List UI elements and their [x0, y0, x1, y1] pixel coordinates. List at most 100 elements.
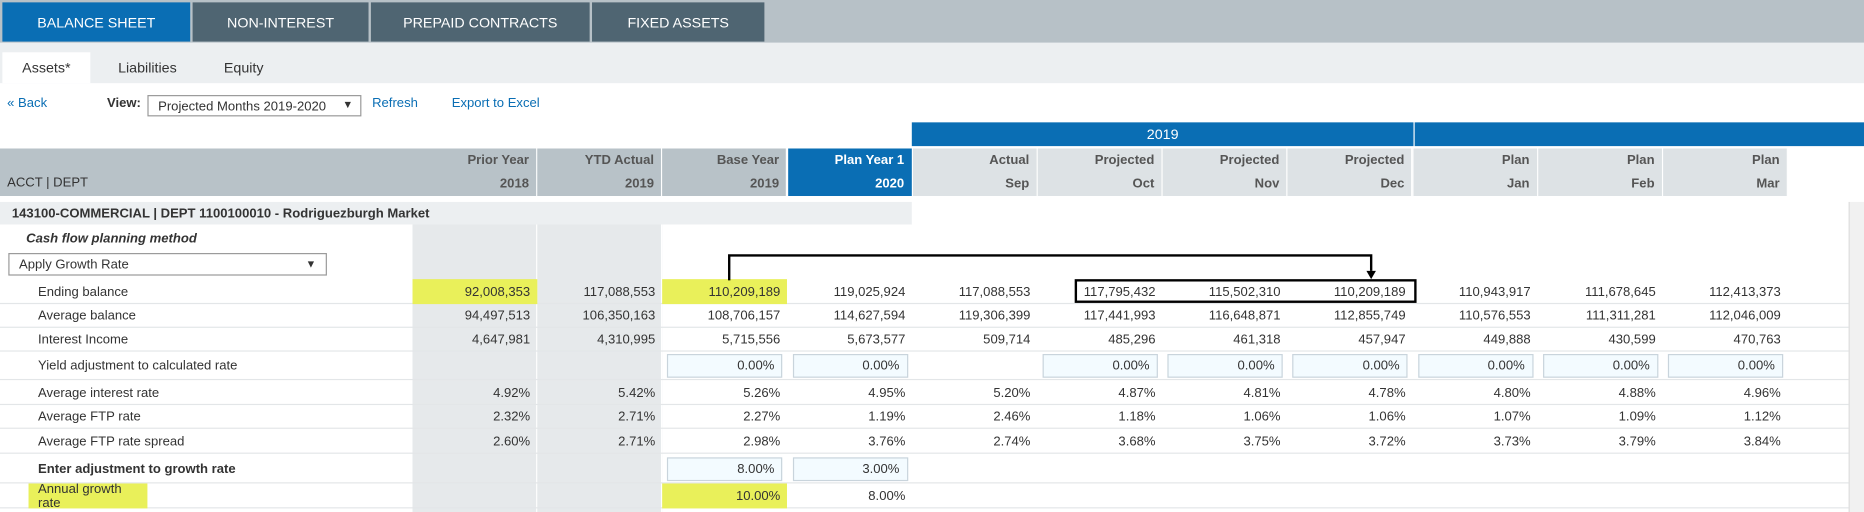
subtab[interactable]: Assets* — [2, 52, 91, 84]
year-band — [1414, 122, 1864, 147]
cell: 116,648,871 — [1208, 308, 1281, 324]
header-top: Prior Year — [467, 153, 530, 168]
cell: 4.95% — [868, 385, 906, 400]
row-label: Yield adjustment to calculated rate — [38, 358, 238, 374]
tab[interactable]: NON-INTEREST — [192, 2, 369, 42]
cell: 117,088,553 — [958, 284, 1031, 299]
header-cell: Projected Dec — [1287, 148, 1413, 197]
cell: 114,627,594 — [833, 308, 906, 324]
tab[interactable]: BALANCE SHEET — [2, 2, 191, 42]
section-row: 143100-COMMERCIAL | DEPT 1100100010 - Ro… — [0, 201, 912, 225]
subtab[interactable]: Liabilities — [118, 59, 177, 77]
cell: 4.88% — [1618, 385, 1656, 400]
view-select[interactable]: Projected Months 2019-2020 ▼ — [147, 95, 362, 117]
cell: 3.84% — [1743, 434, 1781, 449]
cell: 110,209,189 — [1333, 284, 1406, 299]
input-cell[interactable]: 0.00% — [1292, 353, 1409, 378]
year-band: 2019 — [911, 122, 1414, 147]
cell: 4.92% — [493, 385, 531, 400]
input-cell[interactable]: 0.00% — [792, 353, 908, 378]
cell: 110,209,189 — [662, 279, 788, 305]
header-cell: YTD Actual 2019 — [537, 148, 663, 197]
row-label: Ending balance — [38, 284, 129, 299]
header-bottom: 2019 — [624, 176, 655, 192]
view-label: View: — [106, 96, 141, 111]
cell: 110,943,917 — [1458, 284, 1531, 299]
cell: 4.80% — [1493, 385, 1531, 400]
cell: 4.78% — [1368, 385, 1406, 400]
header-top: Plan — [1501, 153, 1530, 168]
cell: 1.07% — [1493, 409, 1531, 425]
cell: 5.42% — [618, 385, 656, 400]
row-line — [0, 378, 1849, 381]
tab[interactable]: PREPAID CONTRACTS — [370, 2, 590, 42]
cell: 117,441,993 — [1083, 308, 1156, 324]
cell: 112,046,009 — [1709, 308, 1781, 324]
input-cell[interactable]: 3.00% — [792, 456, 908, 481]
cell: 94,497,513 — [464, 308, 531, 324]
row-line — [0, 326, 1849, 328]
input-cell[interactable]: 0.00% — [1667, 353, 1784, 378]
header-top: Plan — [1626, 153, 1655, 168]
header-bottom: 2018 — [499, 176, 530, 192]
header-cell: ACCT | DEPT — [0, 148, 413, 197]
header-bottom: Feb — [1631, 176, 1655, 192]
cell: 111,678,645 — [1584, 284, 1656, 299]
input-cell[interactable]: 0.00% — [1167, 353, 1283, 378]
caret: ▼ — [305, 257, 317, 270]
cell: 4,310,995 — [597, 332, 656, 347]
cell: 5,673,577 — [847, 332, 906, 347]
header-top: Projected — [1344, 153, 1405, 168]
header-bottom: 2020 — [875, 176, 905, 192]
header-bottom: Jan — [1506, 176, 1530, 192]
cell: 3.72% — [1368, 434, 1406, 449]
row-label: Average FTP rate spread — [38, 434, 185, 449]
header-cell: Actual Sep — [912, 148, 1038, 197]
cell: 3.68% — [1118, 434, 1156, 449]
header-top: Actual — [989, 153, 1030, 168]
cell: 117,088,553 — [583, 284, 656, 299]
back-link[interactable]: « Back — [7, 96, 48, 111]
cell: 485,296 — [1108, 332, 1156, 347]
header-bottom: 2019 — [750, 176, 780, 192]
cell: 2.32% — [493, 409, 531, 425]
cell: 2.74% — [993, 434, 1031, 449]
cell: 5.20% — [993, 385, 1031, 400]
header-bottom: Dec — [1380, 176, 1405, 192]
cell: 2.71% — [618, 434, 656, 449]
cell: 449,888 — [1483, 332, 1531, 347]
row-label: Enter adjustment to growth rate — [38, 461, 236, 476]
header-top: YTD Actual — [584, 153, 655, 168]
cell: 3.79% — [1618, 434, 1656, 449]
cell: 2.46% — [993, 409, 1031, 425]
cell: 10.00% — [662, 483, 788, 509]
header-cell: Base Year 2019 — [662, 148, 788, 197]
cell: 2.71% — [618, 409, 656, 425]
cell: 1.09% — [1618, 409, 1656, 425]
cell: 457,947 — [1358, 332, 1406, 347]
tab[interactable]: FIXED ASSETS — [592, 2, 765, 42]
cell: 2.27% — [743, 409, 781, 425]
scrollbar[interactable] — [1848, 201, 1864, 512]
subtab[interactable]: Equity — [223, 59, 264, 77]
input-cell[interactable]: 8.00% — [667, 456, 783, 481]
input-cell[interactable]: 0.00% — [1417, 353, 1534, 378]
input-cell[interactable]: 0.00% — [1542, 353, 1659, 378]
cell: 108,706,157 — [707, 308, 781, 324]
cell: 112,413,373 — [1709, 284, 1781, 299]
export-link[interactable]: Export to Excel — [451, 96, 540, 111]
cell: 1.12% — [1743, 409, 1781, 425]
cell: 4.81% — [1243, 385, 1281, 400]
header-cell: Plan Year 1 2020 — [787, 148, 913, 197]
cell: 92,008,353 — [412, 279, 538, 305]
input-cell[interactable]: 0.00% — [1042, 353, 1158, 378]
cell: 2.98% — [743, 434, 781, 449]
row-label: Average interest rate — [38, 385, 160, 400]
cell: 117,795,432 — [1083, 284, 1156, 299]
method-select[interactable]: Apply Growth Rate ▼ — [8, 253, 327, 276]
input-cell[interactable]: 0.00% — [667, 353, 783, 378]
cell: 1.06% — [1368, 409, 1406, 425]
cell: 509,714 — [983, 332, 1031, 347]
refresh-link[interactable]: Refresh — [372, 96, 418, 111]
